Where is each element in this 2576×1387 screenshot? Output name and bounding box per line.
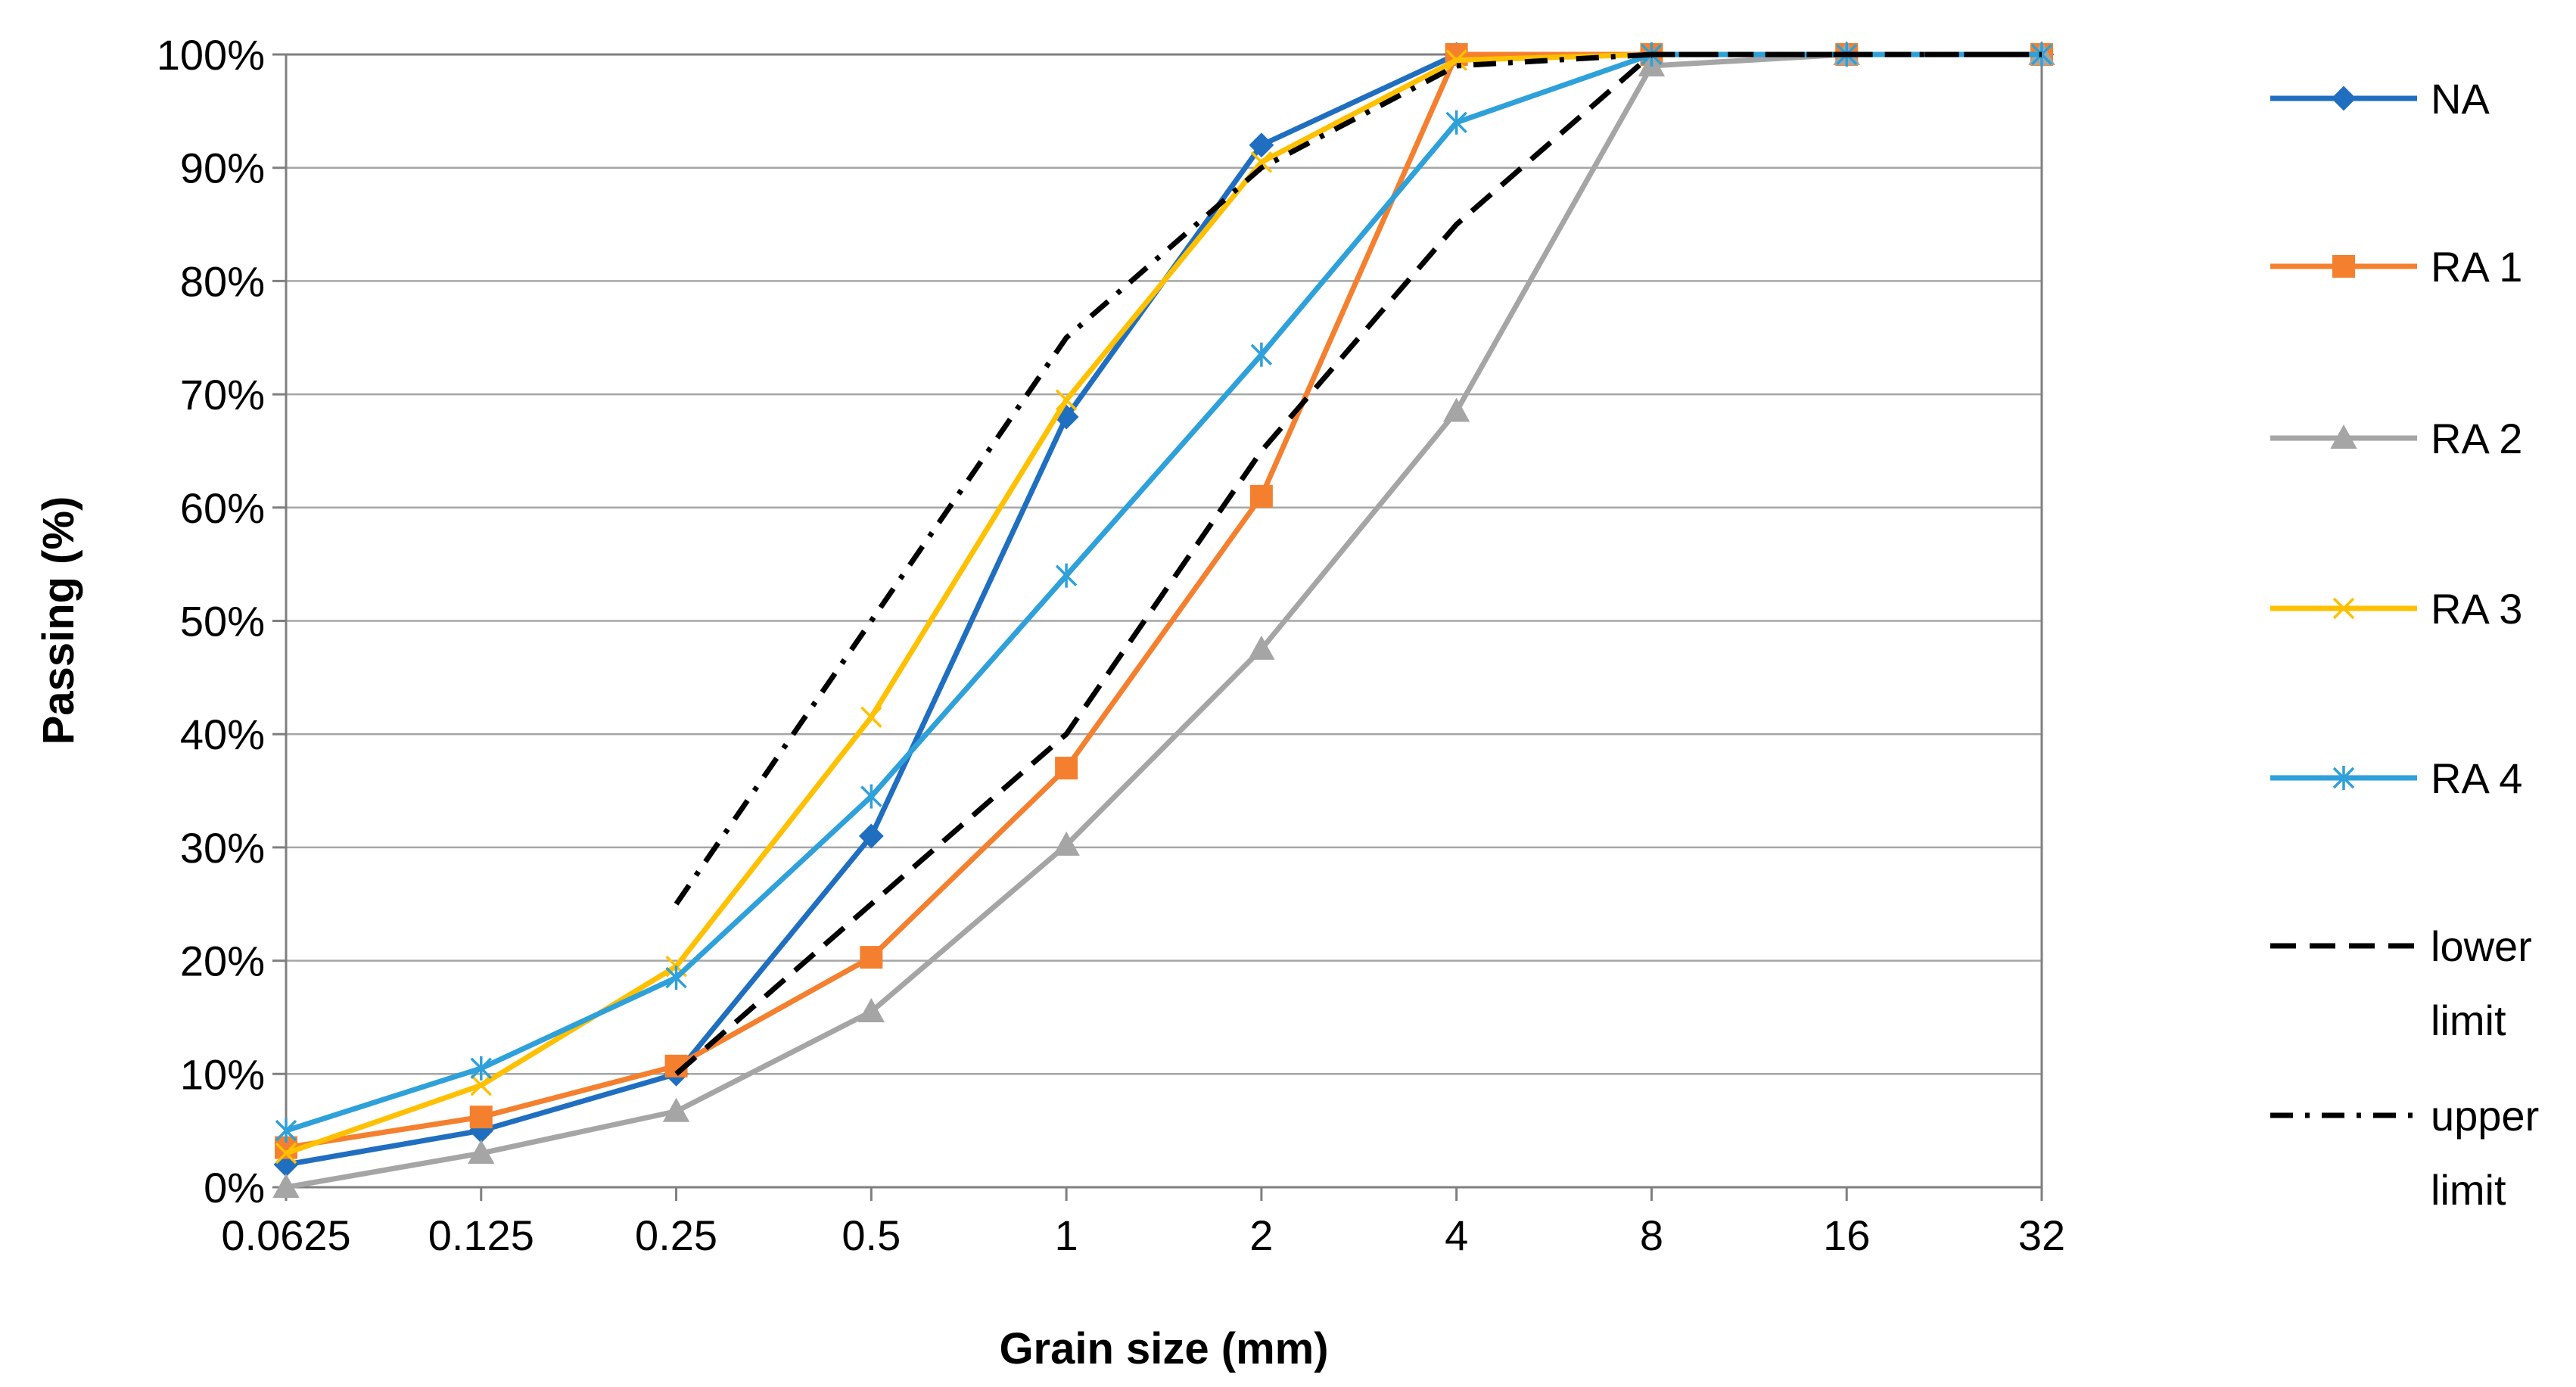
x-tick-label-0: 0.0625 — [221, 1211, 350, 1259]
y-tick-label-9: 90% — [180, 145, 265, 192]
series-ra-2 — [272, 40, 2055, 1198]
point-ra-3-3 — [860, 706, 882, 728]
x-tick-label-7: 8 — [1640, 1211, 1663, 1259]
y-tick-label-5: 50% — [180, 598, 265, 645]
x-axis-ticks: 0.0625 0.125 0.25 0.5 1 2 4 8 16 32 — [221, 1187, 2065, 1259]
legend-marker-ra-1 — [2332, 255, 2355, 278]
point-ra-3-1 — [470, 1074, 493, 1096]
legend-marker-ra-2 — [2330, 424, 2357, 449]
legend-label-ra-1: RA 1 — [2431, 243, 2522, 291]
x-tick-label-8: 16 — [1823, 1211, 1870, 1259]
point-ra-3-1-stroke-b — [470, 1074, 493, 1096]
legend-entry-na: NA — [2270, 75, 2490, 123]
legend-entry-ra-4: RA 4 — [2270, 754, 2522, 802]
y-axis-title: Passing (%) — [34, 496, 83, 745]
legend-label-ra-3: RA 3 — [2431, 585, 2522, 633]
legend-marker-na — [2331, 86, 2357, 111]
point-ra-1-3 — [860, 946, 883, 969]
legend-entry-ra-2: RA 2 — [2270, 415, 2522, 462]
legend-entry-ra-1: RA 1 — [2270, 243, 2522, 291]
legend: NA RA 1 RA 2 RA 3 RA 4 lower limit upper limit — [2270, 75, 2539, 1214]
legend-marker-ra-3-stroke-b — [2332, 597, 2355, 620]
y-tick-label-3: 30% — [180, 824, 265, 872]
series-lines — [272, 40, 2055, 1198]
point-ra-3-6-stroke-b — [1445, 49, 1467, 71]
x-tick-label-5: 2 — [1249, 1211, 1273, 1259]
x-tick-label-1: 0.125 — [428, 1211, 534, 1259]
point-ra-1-4 — [1055, 757, 1078, 780]
legend-label-ra-4: RA 4 — [2431, 754, 2522, 802]
legend-label-upper-limit: upper limit — [2431, 1092, 2539, 1214]
y-tick-label-8: 80% — [180, 257, 265, 305]
series-line-ra-2 — [285, 51, 2042, 1190]
legend-entry-upper-limit: upper limit — [2270, 1092, 2539, 1214]
point-ra-4-2 — [665, 966, 687, 990]
point-ra-3-0-stroke-b — [275, 1142, 297, 1165]
y-tick-label-0: 0% — [204, 1164, 265, 1211]
legend-marker-ra-3 — [2332, 597, 2355, 620]
y-tick-label-6: 60% — [180, 484, 265, 532]
point-ra-4-3 — [860, 784, 882, 809]
point-ra-2-0 — [272, 1173, 300, 1198]
point-ra-2-3 — [857, 997, 885, 1022]
point-ra-1-1 — [469, 1106, 493, 1129]
point-ra-2-6 — [1442, 397, 1470, 422]
legend-label-lower-limit: lower limit — [2431, 922, 2532, 1044]
point-ra-2-1 — [468, 1140, 495, 1165]
x-tick-label-3: 0.5 — [842, 1211, 901, 1259]
point-ra-4-1 — [470, 1056, 493, 1081]
point-ra-2-5 — [1248, 635, 1275, 660]
point-na-3 — [858, 823, 884, 849]
series-line-lower-limit — [674, 51, 2042, 1076]
y-tick-label-7: 70% — [180, 371, 265, 418]
y-tick-label-10: 100% — [157, 31, 265, 79]
point-ra-1-5 — [1249, 484, 1273, 508]
point-ra-4-0 — [275, 1118, 297, 1143]
x-tick-label-4: 1 — [1055, 1211, 1078, 1259]
point-ra-4-4 — [1055, 563, 1078, 588]
point-ra-3-5 — [1250, 151, 1273, 173]
point-ra-3-3-stroke-b — [860, 706, 882, 728]
point-ra-2-4 — [1053, 831, 1080, 856]
x-tick-label-6: 4 — [1445, 1211, 1468, 1259]
x-tick-label-9: 32 — [2018, 1211, 2065, 1259]
point-ra-3-4-stroke-b — [1055, 389, 1078, 411]
point-ra-4-6 — [1445, 110, 1467, 135]
legend-label-ra-2: RA 2 — [2431, 415, 2522, 462]
y-tick-label-4: 40% — [180, 711, 265, 758]
point-na-5 — [1249, 132, 1274, 158]
series-lower-limit — [674, 51, 2042, 1076]
legend-label-na: NA — [2431, 75, 2490, 123]
y-axis-ticks: 0% 10% 20% 30% 40% 50% 60% 70% 80% 90% 100% — [157, 31, 286, 1211]
point-ra-2-2 — [662, 1097, 690, 1122]
point-ra-3-5-stroke-b — [1250, 151, 1273, 173]
grid-lines — [286, 166, 2042, 1075]
point-ra-3-4 — [1055, 389, 1078, 411]
point-ra-4-5 — [1250, 342, 1273, 367]
legend-marker-ra-4 — [2332, 766, 2355, 790]
legend-entry-ra-3: RA 3 — [2270, 585, 2522, 633]
x-axis-title: Grain size (mm) — [999, 1324, 1328, 1373]
y-tick-label-1: 10% — [180, 1050, 265, 1098]
legend-entry-lower-limit: lower limit — [2270, 922, 2532, 1044]
y-tick-label-2: 20% — [180, 938, 265, 985]
point-ra-3-6 — [1445, 49, 1467, 71]
point-ra-3-0 — [275, 1142, 297, 1165]
x-tick-label-2: 0.25 — [635, 1211, 717, 1259]
